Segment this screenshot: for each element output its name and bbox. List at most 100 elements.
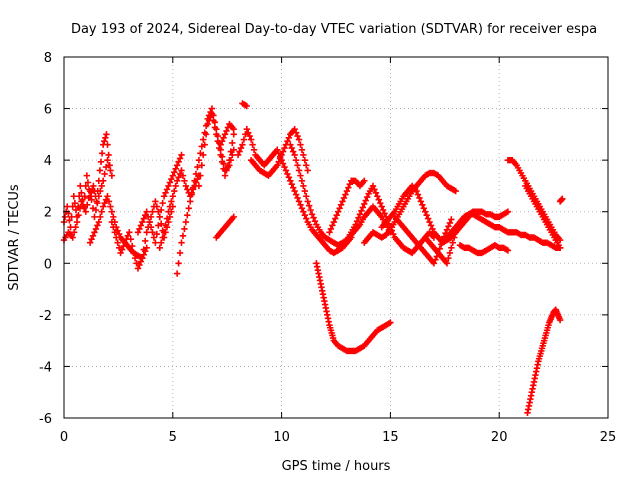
- data-point-arc-05: [134, 229, 142, 236]
- data-point-arc-03: [105, 198, 113, 205]
- data-point-arc-14: [292, 156, 300, 164]
- data-point-arc-12: [298, 146, 306, 154]
- data-point-arc-16: [337, 201, 345, 209]
- data-point-arc-05: [143, 208, 150, 215]
- data-point-arc-13: [284, 170, 291, 178]
- data-point-arc-08: [224, 162, 232, 169]
- x-tick-label: 20: [491, 430, 508, 445]
- data-point-arc-01: [105, 151, 112, 159]
- data-point-arc-16: [345, 184, 352, 191]
- data-point-arc-02: [108, 172, 116, 179]
- data-point-arc-07: [173, 270, 181, 277]
- data-point-arc-08: [213, 131, 220, 138]
- data-point-arc-20: [437, 241, 445, 248]
- data-point-arc-08: [223, 167, 230, 174]
- data-point-arc-04: [113, 234, 120, 241]
- data-point-arc-02: [99, 177, 107, 184]
- data-point-arc-03: [97, 213, 104, 221]
- y-tick-label: 6: [44, 103, 52, 118]
- y-axis-label: SDTVAR / TECUs: [7, 184, 22, 291]
- data-point-arc-12: [297, 141, 304, 148]
- plot-frame: [63, 56, 609, 419]
- data-point-arc-01: [90, 182, 97, 190]
- data-point-arc-05: [139, 218, 146, 226]
- chart-title: Day 193 of 2024, Sidereal Day-to-day VTE…: [71, 22, 597, 37]
- data-point-arc-07: [179, 232, 187, 239]
- data-point-arc-16: [343, 187, 351, 195]
- data-point-arc-02: [104, 156, 111, 164]
- data-point-arc-06: [168, 198, 175, 205]
- data-point-arc-03: [89, 232, 97, 239]
- data-point-arc-11: [236, 148, 243, 155]
- data-point-arc-12: [284, 138, 291, 145]
- data-point-arc-05: [172, 165, 179, 172]
- data-point-arc-04: [128, 242, 136, 250]
- data-point-arc-05: [166, 179, 174, 186]
- data-point-arc-10: [218, 138, 226, 145]
- data-point-arc-25: [556, 244, 564, 252]
- data-point-arc-19: [420, 205, 427, 212]
- data-point-arc-07: [229, 151, 236, 159]
- data-points: [60, 100, 566, 417]
- data-point-arc-01: [84, 179, 92, 186]
- x-tick-label: 10: [273, 430, 290, 445]
- data-point-arc-08: [217, 151, 224, 159]
- data-point-arc-12: [279, 148, 287, 155]
- data-point-arc-05: [149, 229, 156, 236]
- data-point-arc-13: [297, 201, 304, 209]
- data-point-arc-04: [137, 258, 145, 265]
- data-point-arc-17: [363, 193, 371, 201]
- data-point-arc-07: [176, 249, 184, 257]
- data-point-arc-02: [92, 206, 100, 214]
- data-point-arc-02: [98, 182, 105, 190]
- data-point-arc-14: [290, 148, 297, 155]
- data-point-arc-02: [70, 229, 78, 236]
- data-point-arc-21: [446, 249, 454, 257]
- data-point-arc-03: [108, 208, 116, 215]
- data-point-arc-05: [150, 234, 158, 241]
- data-point-arc-14: [288, 144, 295, 152]
- data-point-arc-16: [334, 208, 342, 215]
- data-point-arc-17: [361, 200, 368, 208]
- data-point-arc-05: [165, 182, 172, 190]
- data-point-arc-05: [155, 222, 162, 229]
- data-point-arc-06: [160, 229, 168, 236]
- data-point-arc-23: [504, 247, 512, 254]
- data-point-arc-14: [301, 187, 309, 195]
- data-point-arc-16: [361, 177, 368, 184]
- data-point-arc-06: [182, 182, 190, 190]
- data-point-arc-01: [82, 182, 89, 190]
- data-point-arc-12: [292, 129, 300, 136]
- data-point-arc-13: [282, 167, 290, 174]
- data-point-arc-04: [153, 203, 161, 210]
- data-point-arc-13: [292, 191, 300, 198]
- data-point-arc-07: [194, 163, 201, 171]
- data-point-arc-02: [101, 170, 108, 178]
- data-point-arc-08: [227, 148, 235, 155]
- data-point-arc-14: [307, 206, 314, 214]
- data-point-arc-04: [124, 232, 132, 239]
- data-point-arc-08: [198, 162, 206, 169]
- data-point-arc-04: [165, 218, 172, 226]
- data-point-arc-14: [298, 177, 306, 184]
- data-point-arc-04: [126, 229, 133, 236]
- data-point-arc-01: [69, 203, 76, 210]
- data-point-arc-07: [187, 198, 194, 205]
- data-point-arc-08: [210, 117, 217, 124]
- data-point-arc-04: [152, 198, 159, 205]
- data-point-arc-16: [342, 191, 349, 198]
- data-point-arc-10: [223, 127, 230, 135]
- data-point-arc-07: [189, 184, 197, 191]
- data-point-arc-11: [246, 132, 253, 140]
- data-point-arc-02: [95, 193, 103, 200]
- data-point-arc-08: [218, 158, 226, 166]
- data-point-arc-19: [423, 211, 430, 219]
- data-point-arc-28: [243, 102, 250, 110]
- data-point-arc-13: [279, 160, 287, 167]
- data-point-arc-12: [301, 156, 309, 164]
- data-point-arc-20: [430, 260, 438, 267]
- data-point-arc-06: [172, 182, 179, 190]
- data-point-arc-10: [230, 126, 237, 133]
- data-point-arc-01: [70, 193, 77, 200]
- data-point-arc-02: [94, 199, 101, 207]
